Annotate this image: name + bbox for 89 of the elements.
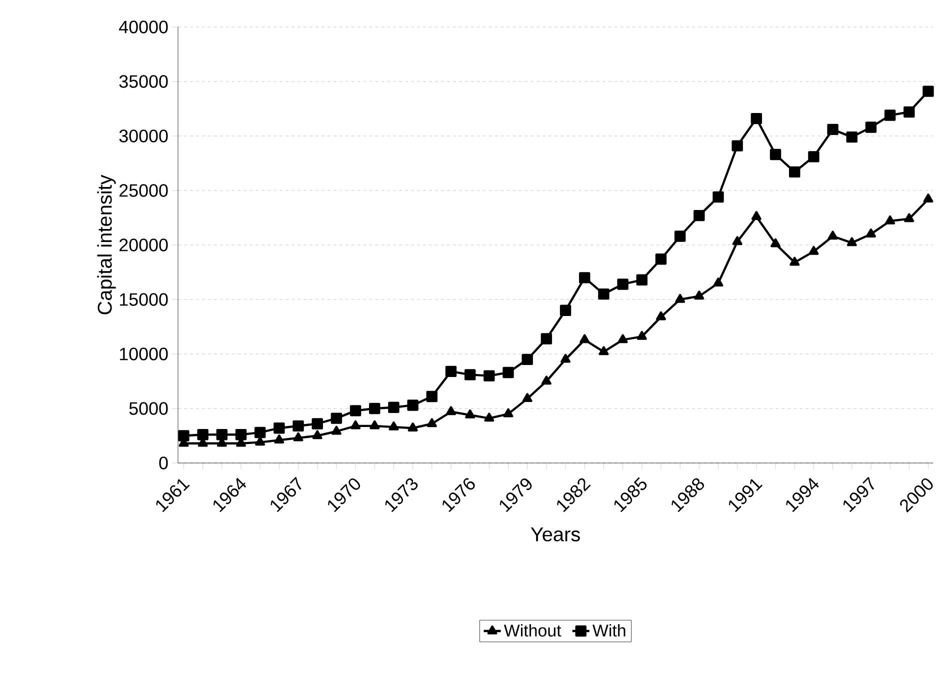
y-tick-label: 5000 (129, 402, 168, 415)
point (770, 238, 781, 248)
point (846, 131, 858, 143)
y-tick-label: 25000 (120, 184, 168, 197)
point (560, 304, 572, 316)
point (331, 426, 342, 435)
point (808, 246, 819, 255)
point (408, 422, 418, 432)
point (885, 215, 896, 224)
point (388, 421, 399, 430)
point (732, 236, 742, 246)
point (674, 230, 686, 242)
point (790, 256, 800, 266)
point (904, 213, 914, 222)
legend-label: With (592, 624, 626, 637)
point (197, 429, 208, 440)
point (407, 400, 418, 411)
point (370, 420, 380, 430)
y-tick-label: 30000 (119, 130, 168, 142)
point (312, 418, 323, 430)
point (580, 334, 590, 344)
y-tick-label: 10000 (120, 348, 168, 360)
x-axis-title: Years (530, 528, 580, 542)
point (522, 393, 532, 402)
point (312, 430, 322, 440)
point (560, 354, 571, 363)
point (865, 122, 877, 133)
point (750, 112, 762, 124)
point (713, 278, 724, 286)
y-tick-label: 40000 (119, 20, 168, 34)
point (732, 140, 743, 152)
point (618, 334, 628, 344)
point (446, 406, 456, 416)
y-tick-label: 0 (159, 456, 168, 470)
point (292, 420, 304, 432)
point (656, 311, 666, 320)
point (712, 191, 724, 203)
point (655, 254, 667, 265)
point (636, 330, 647, 340)
point (369, 402, 380, 414)
point (350, 420, 361, 430)
point (904, 106, 915, 118)
point (598, 346, 609, 356)
point (922, 86, 934, 97)
point (254, 426, 266, 438)
point (274, 422, 285, 434)
point (388, 402, 400, 414)
point (464, 369, 476, 380)
point (540, 333, 552, 344)
point (465, 409, 476, 418)
point (426, 418, 437, 428)
point (808, 151, 820, 162)
point (216, 429, 228, 440)
point (330, 412, 342, 424)
point (293, 432, 304, 442)
y-tick-label: 15000 (120, 293, 168, 306)
y-tick-label: 35000 (119, 75, 168, 88)
point (541, 376, 552, 385)
point (770, 148, 782, 160)
y-tick-label: 20000 (120, 238, 168, 252)
point (675, 294, 686, 303)
point (694, 210, 705, 222)
point (846, 237, 857, 246)
point (579, 272, 590, 284)
point (636, 274, 648, 286)
point (751, 211, 762, 220)
point (598, 288, 610, 300)
point (350, 405, 362, 416)
point (828, 230, 838, 240)
point (503, 408, 514, 418)
point (484, 412, 494, 422)
point (178, 430, 190, 442)
point (866, 228, 876, 238)
point (502, 366, 514, 378)
point (235, 429, 247, 440)
point (884, 110, 896, 121)
point (484, 370, 495, 382)
point (445, 366, 457, 378)
point (694, 290, 704, 300)
point (789, 166, 800, 178)
point (522, 354, 533, 366)
point (827, 124, 838, 136)
point (255, 436, 266, 446)
point (426, 390, 438, 402)
legend-label: Without (504, 624, 562, 637)
point (274, 434, 284, 444)
y-axis-title: Capital intensity (97, 174, 116, 314)
point (617, 278, 628, 290)
point (923, 194, 934, 203)
